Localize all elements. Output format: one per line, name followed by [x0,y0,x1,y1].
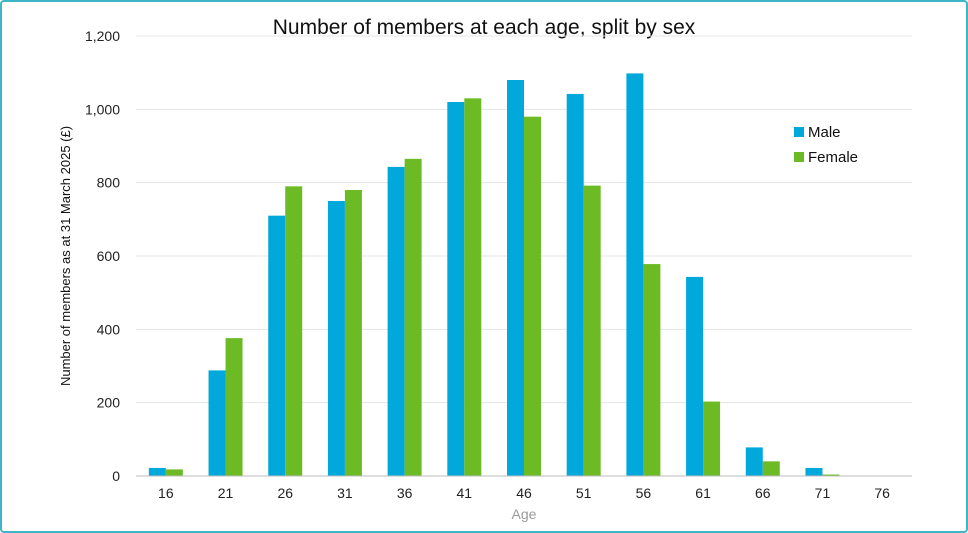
x-tick-label: 36 [397,485,413,501]
bars [148,73,840,477]
chart-title: Number of members at each age, split by … [272,16,696,39]
y-tick-label: 0 [112,468,120,484]
bar-male-21 [208,370,226,476]
x-axis-ticks: 16 21 26 31 36 41 46 51 56 61 66 71 76 [158,485,890,501]
x-tick-label: 41 [457,485,473,501]
bar-female-41 [464,98,482,476]
x-tick-label: 21 [218,485,234,501]
bar-female-56 [643,264,661,476]
bar-female-36 [404,158,422,477]
bar-male-16 [148,467,166,476]
x-tick-label: 26 [277,485,293,501]
x-tick-label: 46 [516,485,532,501]
bar-female-46 [524,116,541,477]
bar-female-51 [583,185,601,476]
legend-swatch-male [794,127,804,137]
bar-female-66 [762,461,780,476]
y-axis-label: Number of members as at 31 March 2025 (£… [58,126,73,386]
bar-female-26 [285,186,303,477]
x-tick-label: 31 [337,485,353,501]
y-axis-ticks: 0 200 400 600 800 1,000 1,200 [85,28,120,484]
legend-swatch-female [794,152,804,162]
legend-label-female: Female [808,149,858,166]
bar-male-66 [745,447,763,476]
legend-label-male: Male [808,124,841,141]
bar-male-36 [387,166,405,476]
x-tick-label: 61 [695,485,711,501]
bar-male-56 [626,73,644,477]
y-tick-label: 400 [97,321,121,337]
x-tick-label: 76 [874,485,890,501]
bar-male-51 [566,93,584,476]
y-tick-label: 1,200 [85,28,120,44]
y-tick-label: 200 [97,395,121,411]
bar-male-46 [507,80,524,476]
bar-female-61 [703,401,721,476]
bar-female-71 [822,474,840,476]
y-tick-label: 800 [97,175,121,191]
x-tick-label: 56 [636,485,652,501]
x-tick-label: 16 [158,485,174,501]
y-tick-label: 1,000 [85,101,120,117]
x-tick-label: 71 [815,485,831,501]
bar-male-61 [686,276,704,476]
bar-male-71 [805,467,823,476]
y-tick-label: 600 [97,248,121,264]
bar-male-26 [268,215,286,476]
bar-female-21 [225,338,243,476]
x-tick-label: 66 [755,485,771,501]
legend: Male Female [794,124,858,166]
x-tick-label: 51 [576,485,592,501]
bar-male-31 [327,201,345,476]
bar-female-31 [344,190,362,476]
x-axis-label: Age [512,506,537,522]
bar-female-16 [165,469,183,476]
bar-male-41 [447,102,465,476]
